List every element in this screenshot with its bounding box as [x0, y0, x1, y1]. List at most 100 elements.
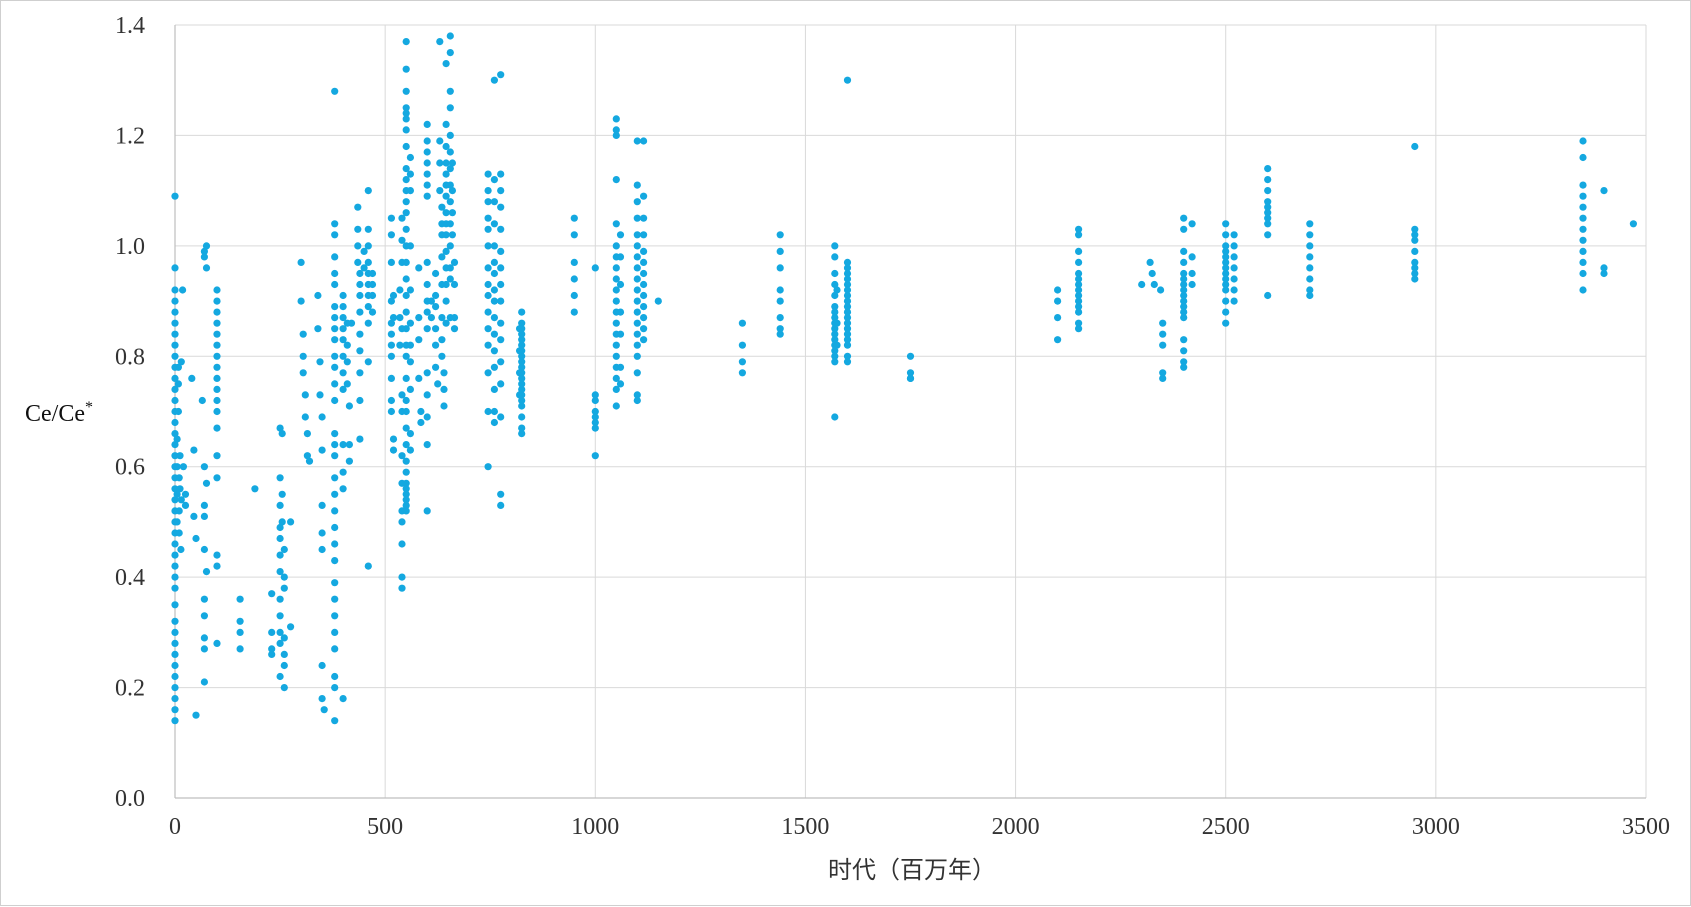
data-point: [171, 562, 179, 570]
data-point: [200, 253, 208, 261]
data-point: [331, 231, 339, 239]
data-point: [213, 374, 221, 382]
data-point: [591, 396, 599, 405]
data-point: [591, 264, 599, 272]
data-point: [415, 314, 423, 322]
data-point: [339, 325, 347, 333]
data-point: [331, 645, 339, 653]
data-point: [1075, 258, 1083, 266]
data-point: [331, 490, 339, 498]
data-point: [1579, 214, 1587, 222]
data-point: [612, 286, 620, 294]
data-point: [364, 187, 372, 195]
data-point: [518, 341, 526, 349]
data-point: [280, 650, 288, 659]
data-point: [417, 418, 425, 427]
data-point: [305, 457, 314, 465]
data-point: [402, 496, 410, 504]
data-point: [776, 330, 784, 338]
data-point: [174, 380, 182, 388]
data-point: [299, 352, 307, 360]
data-point: [442, 120, 450, 128]
data-point: [402, 507, 410, 515]
data-point: [171, 695, 179, 703]
x-tick-label: 0: [169, 814, 181, 840]
data-point: [171, 573, 179, 581]
data-point: [387, 352, 395, 360]
data-point: [364, 225, 372, 233]
data-point: [1157, 286, 1165, 294]
data-point: [331, 523, 339, 532]
data-point: [440, 402, 448, 410]
data-point: [339, 314, 347, 322]
data-point: [843, 352, 852, 360]
data-point: [446, 165, 454, 173]
data-point: [497, 380, 505, 388]
data-point: [278, 490, 286, 498]
data-point: [354, 203, 362, 211]
data-point: [402, 142, 410, 151]
data-point: [297, 258, 305, 266]
data-point: [1411, 231, 1419, 239]
y-tick-label: 0.2: [115, 676, 145, 702]
data-point: [406, 385, 414, 393]
data-point: [1180, 269, 1188, 278]
data-point: [299, 369, 307, 377]
data-point: [633, 369, 641, 377]
x-tick-label: 2000: [992, 814, 1040, 840]
data-point: [446, 242, 454, 250]
data-point: [1411, 247, 1419, 255]
data-point: [177, 358, 185, 366]
data-point: [497, 280, 505, 289]
data-point: [612, 374, 620, 382]
data-point: [906, 369, 915, 377]
data-point: [423, 308, 431, 316]
data-point: [402, 457, 410, 465]
data-point: [484, 308, 492, 316]
data-point: [843, 358, 852, 366]
data-point: [276, 551, 284, 559]
data-point: [776, 231, 784, 239]
data-point: [236, 628, 244, 637]
data-point: [423, 391, 431, 399]
data-point: [406, 187, 414, 195]
data-point: [331, 336, 339, 344]
data-point: [1075, 269, 1083, 278]
data-point: [200, 595, 208, 603]
data-point: [423, 441, 431, 449]
data-point: [484, 407, 492, 416]
data-point: [831, 280, 839, 289]
data-point: [446, 49, 454, 57]
data-point: [318, 413, 326, 421]
data-point: [1230, 275, 1238, 283]
data-point: [1600, 187, 1608, 195]
data-point: [446, 264, 454, 272]
data-point: [331, 441, 339, 449]
data-point: [356, 291, 364, 300]
data-point: [497, 247, 505, 255]
data-point: [654, 297, 662, 305]
data-point: [192, 711, 200, 719]
data-point: [518, 385, 526, 393]
data-point: [1075, 291, 1083, 300]
data-point: [450, 325, 459, 333]
data-point: [843, 297, 852, 305]
data-point: [339, 485, 347, 493]
data-point: [497, 336, 505, 344]
data-point: [591, 452, 599, 460]
data-point: [299, 330, 307, 338]
data-point: [171, 684, 179, 692]
data-point: [427, 297, 435, 305]
data-point: [406, 341, 414, 349]
data-point: [402, 485, 410, 493]
data-point: [213, 319, 221, 327]
data-point: [1230, 242, 1238, 250]
data-point: [1075, 275, 1083, 283]
data-point: [251, 485, 259, 493]
data-point: [364, 242, 372, 250]
y-tick-label: 1.4: [115, 13, 145, 39]
data-point: [213, 341, 221, 349]
data-point: [339, 441, 347, 449]
data-point: [1579, 236, 1587, 244]
data-point: [331, 452, 339, 460]
